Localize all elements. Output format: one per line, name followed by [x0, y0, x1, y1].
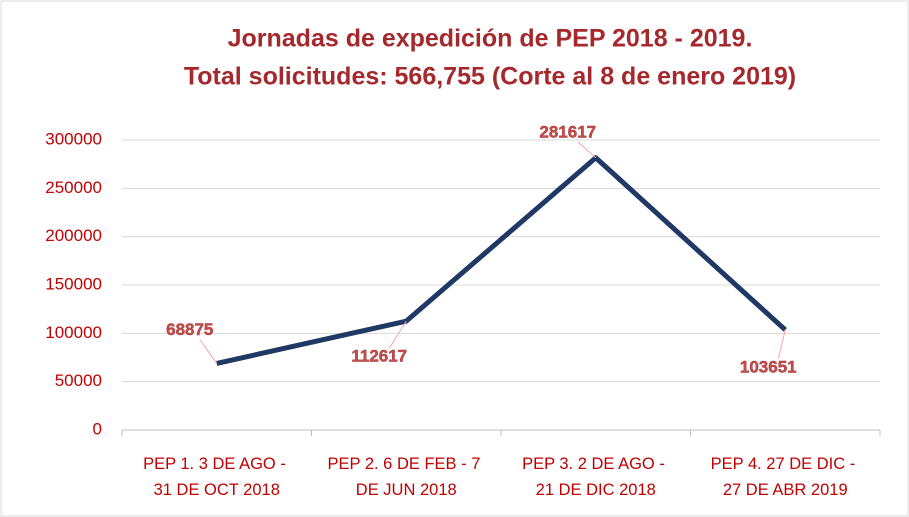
y-tick-label: 300000 [45, 129, 102, 148]
x-tick-label: PEP 2. 6 DE FEB - 7 DE JUN 2018 [328, 455, 485, 499]
y-tick-label: 200000 [45, 226, 102, 245]
y-tick-label: 150000 [45, 274, 102, 293]
y-tick-label: 0 [93, 419, 102, 438]
x-tick-label: PEP 4. 27 DE DIC - 27 DE ABR 2019 [711, 455, 860, 499]
chart-title: Total solicitudes: 566,755 (Corte al 8 d… [184, 63, 796, 91]
data-label: 112617 [351, 347, 407, 366]
line [216, 155, 787, 366]
x-tick-label: PEP 3. 2 DE AGO - 21 DE DIC 2018 [522, 455, 669, 499]
leader-line [777, 329, 786, 359]
y-tick-label: 250000 [45, 178, 102, 197]
data-label: 103651 [740, 357, 797, 376]
leader-line [388, 320, 407, 349]
chart-title: Jornadas de expedición de PEP 2018 - 201… [228, 25, 753, 53]
leader-line [577, 141, 597, 159]
y-tick-label: 50000 [55, 371, 102, 390]
y-tick-label: 100000 [45, 323, 102, 342]
data-label: 281617 [539, 122, 596, 141]
data-label: 68875 [166, 320, 213, 339]
leader-line [199, 339, 218, 364]
x-tick-label: PEP 1. 3 DE AGO - 31 DE OCT 2018 [143, 455, 290, 499]
